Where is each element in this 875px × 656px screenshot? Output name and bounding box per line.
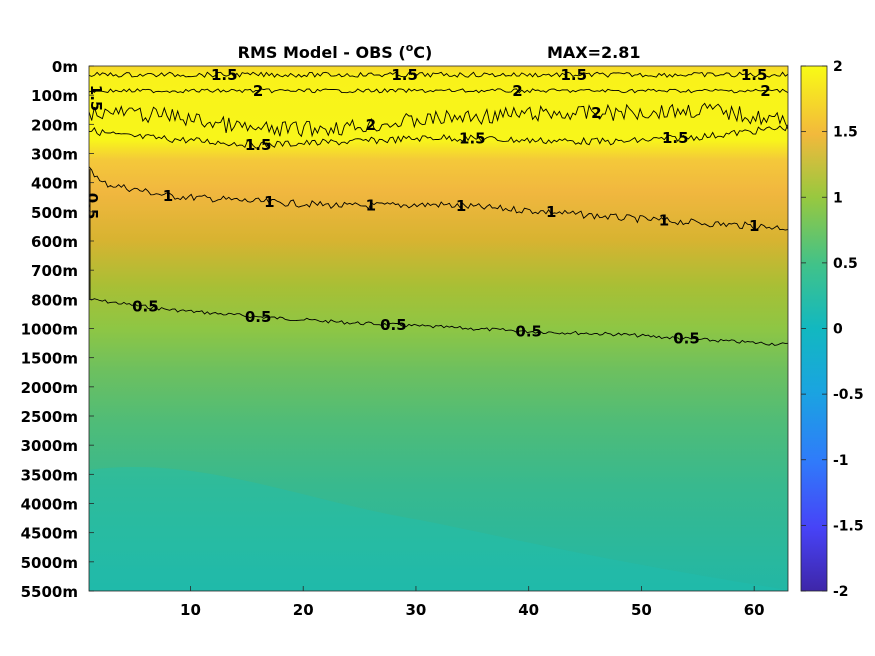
- contour-layer: [89, 71, 788, 346]
- y-tick-label: 3500m: [21, 466, 78, 484]
- contour-label-2: 2: [591, 104, 601, 122]
- y-tick-label: 4500m: [21, 525, 78, 543]
- y-tick-label: 300m: [31, 146, 78, 164]
- y-tick-label: 800m: [31, 291, 78, 309]
- contour-label-layer: 0.5 0.5 0.5 0.5 0.5 0.5 1 1 1 1 1 1 1 1.5 1.5 1.5 1.5 1.5…: [83, 66, 771, 348]
- colorbar-tick-label: 0.5: [833, 256, 858, 272]
- colorbar-tick-label: -1: [833, 453, 849, 469]
- contour-line-1.5: [89, 124, 788, 149]
- contour-label-1: 1: [163, 187, 173, 205]
- contour-label-0.5: 0.5: [83, 193, 101, 220]
- chart-title: RMS Model - OBS (oC): [238, 41, 433, 62]
- contour-label-2: 2: [366, 116, 376, 134]
- contour-line-0.5: [89, 298, 788, 346]
- contour-label-0.5: 0.5: [132, 298, 159, 316]
- y-tick-label: 400m: [31, 175, 78, 193]
- y-tick-label: 100m: [31, 87, 78, 105]
- y-tick-label: 1500m: [21, 350, 78, 368]
- colorbar-tick-label: 1: [833, 190, 843, 206]
- contour-line-1.5-top: [89, 71, 788, 78]
- contour-label-1.5: 1.5: [741, 66, 768, 84]
- chart-title-main: RMS Model - OBS (: [238, 43, 406, 62]
- contour-label-0.5: 0.5: [673, 330, 700, 348]
- plot-area: 0.5 0.5 0.5 0.5 0.5 0.5 1 1 1 1 1 1 1 1.5 1.5 1.5 1.5 1.5…: [83, 66, 788, 591]
- y-tick-label: 1000m: [21, 321, 78, 339]
- contour-label-1.5: 1.5: [391, 66, 418, 84]
- contour-line-2-top: [89, 88, 788, 94]
- x-axis: 10 20 30 40 50 60: [180, 586, 765, 619]
- contour-label-1.5: 1.5: [662, 129, 689, 147]
- deep-cool-patch: [89, 466, 788, 591]
- contour-label-1: 1: [366, 197, 376, 215]
- contour-label-1.5: 1.5: [245, 136, 272, 154]
- x-tick-label: 60: [744, 601, 765, 619]
- y-tick-label: 2500m: [21, 408, 78, 426]
- colorbar-tick-label: 2: [833, 59, 843, 75]
- contour-label-1: 1: [264, 193, 274, 211]
- y-tick-label: 600m: [31, 233, 78, 251]
- contour-label-1.5: 1.5: [87, 85, 105, 112]
- contour-label-1: 1: [546, 203, 556, 221]
- contour-label-2: 2: [760, 82, 770, 100]
- colorbar-tick-label: -0.5: [833, 387, 864, 403]
- contour-line-2-bottom: [89, 102, 788, 138]
- chart-max-label: MAX=2.81: [547, 43, 641, 62]
- x-tick-label: 50: [631, 601, 652, 619]
- contour-label-1.5: 1.5: [459, 130, 486, 148]
- contour-label-0.5: 0.5: [245, 308, 272, 326]
- y-axis: 0m 100m 200m 300m 400m 500m 600m 700m 800m 1000m 1…: [21, 58, 94, 601]
- contour-label-0.5: 0.5: [380, 316, 407, 334]
- y-tick-label: 0m: [52, 58, 78, 76]
- colorbar-axis: 2 1.5 1 0.5 0 -0.5 -1 -1.5 -2: [801, 59, 864, 600]
- x-tick-label: 30: [406, 601, 427, 619]
- x-tick-label: 40: [518, 601, 539, 619]
- contour-label-1: 1: [749, 217, 759, 235]
- chart-title-end: C): [413, 43, 432, 62]
- contour-label-2: 2: [253, 82, 263, 100]
- y-tick-label: 3000m: [21, 437, 78, 455]
- contour-label-1: 1: [456, 197, 466, 215]
- contour-label-0.5: 0.5: [515, 322, 542, 340]
- colorbar-tick-label: 0: [833, 322, 843, 338]
- chart-title-sup: o: [406, 41, 414, 54]
- heatmap-field: [89, 66, 788, 591]
- y-tick-label: 700m: [31, 262, 78, 280]
- contour-label-1.5: 1.5: [211, 66, 238, 84]
- contour-line-1: [89, 166, 788, 231]
- y-tick-label: 200m: [31, 116, 78, 134]
- y-tick-label: 4000m: [21, 496, 78, 514]
- x-tick-label: 10: [180, 601, 201, 619]
- x-tick-label: 20: [293, 601, 314, 619]
- y-tick-label: 5500m: [21, 583, 78, 601]
- colorbar-tick-label: 1.5: [833, 125, 858, 141]
- y-tick-label: 5000m: [21, 554, 78, 572]
- contour-label-1.5: 1.5: [561, 66, 588, 84]
- contour-label-1: 1: [659, 212, 669, 230]
- contour-label-2: 2: [512, 82, 522, 100]
- y-tick-label: 2000m: [21, 379, 78, 397]
- colorbar-tick-label: -1.5: [833, 518, 864, 534]
- colorbar-tick-label: -2: [833, 584, 849, 600]
- y-tick-label: 500m: [31, 204, 78, 222]
